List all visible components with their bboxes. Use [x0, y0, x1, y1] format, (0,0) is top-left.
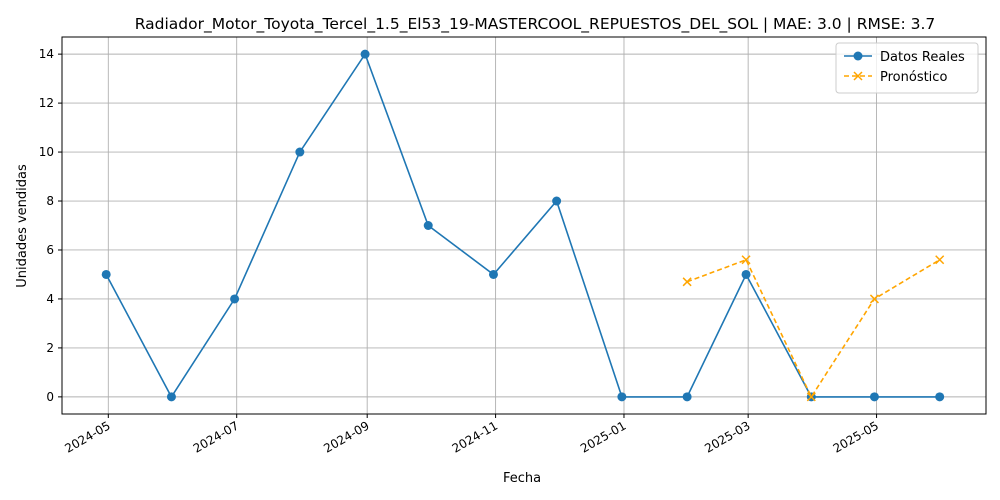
y-tick-label: 10: [39, 145, 54, 159]
y-tick-label: 12: [39, 96, 54, 110]
forecast-point: [869, 294, 879, 304]
series-line-1: [686, 258, 941, 399]
data-point: [552, 196, 562, 206]
data-point: [617, 392, 627, 402]
data-point: [935, 392, 945, 402]
data-point: [360, 49, 370, 59]
data-point: [230, 294, 240, 304]
y-tick-label: 14: [39, 47, 54, 61]
data-point: [488, 269, 498, 279]
y-tick-label: 6: [46, 243, 54, 257]
legend-label-pronostico: Pronóstico: [880, 70, 947, 85]
forecast-point: [682, 277, 692, 287]
x-tick-label: 2024-11: [450, 418, 500, 455]
legend-label-datos-reales: Datos Reales: [880, 50, 965, 65]
forecast-point: [806, 392, 816, 402]
legend-marker-datos-reales: [853, 51, 863, 61]
data-point: [101, 269, 111, 279]
forecast-point: [741, 255, 751, 265]
x-axis-label: Fecha: [503, 471, 541, 486]
data-point: [166, 392, 176, 402]
y-tick-label: 0: [46, 390, 54, 404]
data-point: [741, 269, 751, 279]
data-point: [869, 392, 879, 402]
y-tick-label: 8: [46, 194, 54, 208]
x-tick-label: 2025-01: [578, 418, 628, 455]
x-tick-label: 2024-09: [321, 418, 371, 455]
legend: Datos Reales Pronóstico: [835, 42, 979, 94]
y-axis-label: Unidades vendidas: [15, 164, 30, 288]
chart-title: Radiador_Motor_Toyota_Tercel_1.5_El53_19…: [135, 15, 936, 34]
data-point: [295, 147, 305, 157]
x-tick-label: 2025-03: [702, 418, 752, 455]
x-tick-label: 2025-05: [831, 418, 881, 455]
x-tick-label: 2024-05: [62, 418, 112, 455]
y-tick-label: 4: [46, 292, 54, 306]
y-tick-label: 2: [46, 341, 54, 355]
grid: [62, 37, 986, 414]
data-point: [423, 221, 433, 230]
legend-marker-pronostico: [853, 71, 863, 81]
x-tick-label: 2024-07: [191, 418, 241, 455]
plot-frame: [61, 36, 987, 415]
series-line-0: [105, 52, 940, 399]
series-layer: [101, 49, 945, 402]
ticks: 0 2 4 6 8 10 12 14 2024-05 2024-07 2024-09 2024-11 2…: [39, 47, 881, 456]
forecast-point: [935, 255, 945, 265]
data-point: [682, 392, 692, 402]
